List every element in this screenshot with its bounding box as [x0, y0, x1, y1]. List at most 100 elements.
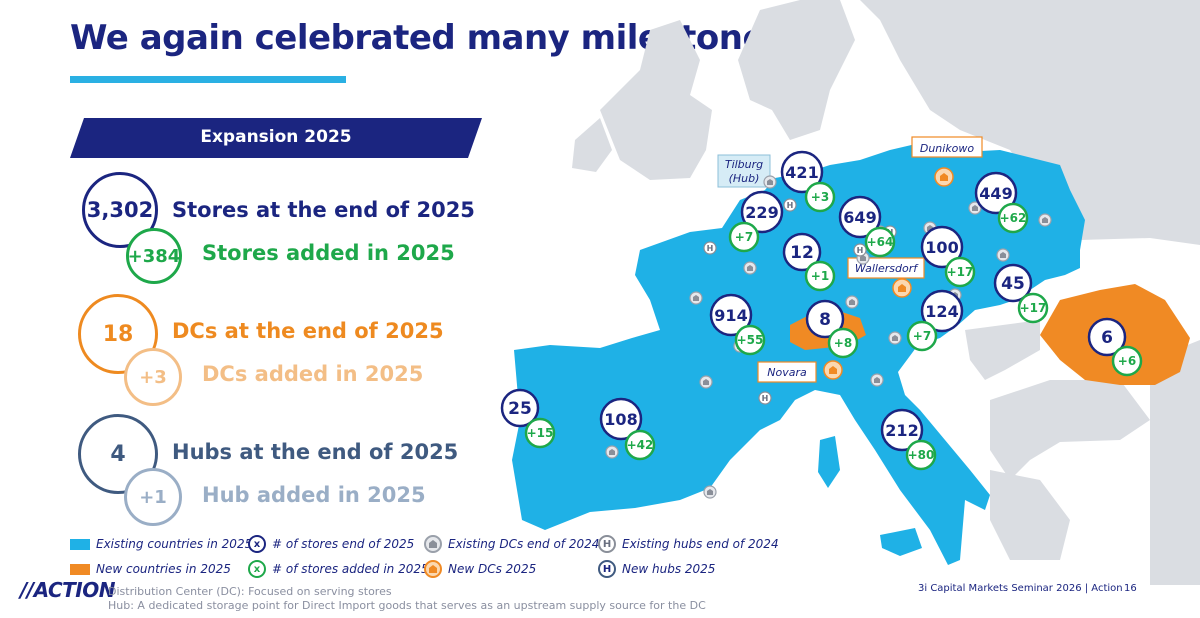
- stores-added-marker: +7: [728, 221, 760, 253]
- hubs-added-circle: +1: [124, 468, 182, 526]
- legend-added-symbol: x: [248, 560, 266, 578]
- legend-blue-swatch: [70, 538, 90, 550]
- existing-dc-icon: [845, 295, 859, 309]
- stores-added-label: +64: [867, 235, 894, 249]
- new-dc-icon: [823, 360, 843, 380]
- legend-stores-added: x # of stores added in 2025: [248, 560, 429, 578]
- base-land: [572, 0, 1200, 585]
- legend-existing-hubs: H Existing hubs end of 2024: [598, 535, 779, 553]
- stores-added-marker: +6: [1111, 345, 1143, 377]
- store-count-label: 229: [745, 203, 778, 222]
- store-count-label: 124: [925, 302, 958, 321]
- store-count-label: 100: [925, 238, 958, 257]
- stores-total-circle: 3,302: [82, 172, 158, 248]
- stores-added-marker: +62: [997, 202, 1029, 234]
- existing-dc-icon: [1038, 213, 1052, 227]
- page-number: 16: [1124, 583, 1137, 594]
- stores-added-label: +7: [735, 230, 753, 244]
- svg-text:Novara: Novara: [767, 366, 807, 379]
- stores-added-marker: +55: [734, 324, 766, 356]
- legend-new-dcs: New DCs 2025: [424, 560, 536, 578]
- tilburg-line1: Tilburg: [725, 158, 763, 171]
- legend-existing-countries: Existing countries in 2025: [70, 537, 252, 551]
- stores-added-label: +8: [834, 336, 852, 350]
- store-count-label: 25: [508, 399, 532, 419]
- existing-dc-icon: [870, 373, 884, 387]
- store-count-label: 421: [785, 163, 818, 182]
- store-count-label: 6: [1101, 328, 1113, 348]
- legend-existing-dcs-label: Existing DCs end of 2024: [448, 537, 600, 551]
- footer-event: 3i Capital Markets Seminar 2026 | Action: [918, 583, 1123, 594]
- existing-dc-icon: [743, 261, 757, 275]
- legend-new-dcs-label: New DCs 2025: [448, 562, 537, 576]
- existing-dc-icon: [703, 485, 717, 499]
- stores-added-marker: +1: [804, 260, 836, 292]
- place-label-tilburg: Tilburg (Hub): [717, 154, 771, 188]
- stores-added-label: +55: [737, 333, 764, 347]
- stores-added-marker: +8: [827, 327, 859, 359]
- tilburg-line2: (Hub): [729, 172, 760, 185]
- stores-added-label: +17: [947, 265, 974, 279]
- store-count-label: 649: [843, 208, 876, 227]
- warehouse-icon: [424, 535, 442, 553]
- stores-added-marker: +80: [905, 439, 937, 471]
- hubs-total-label: Hubs at the end of 2025: [172, 440, 459, 464]
- new-dc-icon: [892, 278, 912, 298]
- svg-text:Wallersdorf: Wallersdorf: [855, 262, 919, 275]
- footer-note-hub: Hub: A dedicated storage point for Direc…: [108, 599, 706, 612]
- store-count-label: 212: [885, 421, 918, 440]
- store-count-marker: 108: [599, 397, 643, 441]
- place-label-novara: Novara: [757, 361, 817, 383]
- stores-added-marker: +64: [864, 226, 896, 258]
- store-count-label: 108: [604, 410, 637, 429]
- svg-text:H: H: [787, 201, 794, 210]
- store-count-marker: 25: [500, 388, 540, 428]
- store-count-label: 45: [1001, 274, 1025, 294]
- stores-added-marker: +17: [1017, 292, 1049, 324]
- banner-label: Expansion 2025: [200, 127, 352, 147]
- existing-dc-icon: [888, 331, 902, 345]
- legend-existing-dcs: Existing DCs end of 2024: [424, 535, 599, 553]
- legend-orange-swatch: [70, 563, 90, 575]
- svg-text:H: H: [762, 394, 769, 403]
- stores-added-marker: +15: [524, 417, 556, 449]
- existing-dc-icon: [996, 248, 1010, 262]
- legend-new-countries-label: New countries in 2025: [96, 562, 231, 576]
- store-count-marker: 914: [709, 293, 753, 337]
- stores-added-value: +384: [127, 245, 181, 267]
- store-count-marker: 45: [993, 263, 1033, 303]
- existing-dc-icon: [763, 175, 777, 189]
- europe-map: Tilburg (Hub) Dunikowo Wallersdorf Novar…: [500, 0, 1200, 585]
- action-logo: //ACTION: [20, 578, 115, 602]
- stores-added-label: +42: [627, 438, 654, 452]
- expansion-banner: Expansion 2025: [70, 118, 482, 158]
- stores-added-circle: +384: [126, 228, 182, 284]
- banner-shape: [70, 118, 482, 158]
- hubs-total-circle: 4: [78, 414, 158, 494]
- store-count-marker: 421: [780, 150, 824, 194]
- store-count-marker: 100: [920, 225, 964, 269]
- store-count-marker: 12: [782, 232, 822, 272]
- store-count-label: 12: [790, 243, 814, 263]
- footer-note-dc: Distribution Center (DC): Focused on ser…: [108, 585, 392, 598]
- new-dc-icons: [823, 167, 954, 380]
- legend-new-countries: New countries in 2025: [70, 562, 231, 576]
- svg-text:H: H: [707, 244, 714, 253]
- stores-added-label: +7: [913, 329, 931, 343]
- hub-icon: H: [598, 535, 616, 553]
- existing-hub-icon: H: [758, 391, 772, 405]
- store-count-marker: 449: [974, 171, 1018, 215]
- stores-added-label: +80: [908, 448, 935, 462]
- stores-added-marker: +7: [906, 320, 938, 352]
- stores-added-label: +6: [1118, 354, 1136, 368]
- stores-added-label: Stores added in 2025: [202, 241, 455, 265]
- legend-existing-hubs-label: Existing hubs end of 2024: [622, 537, 779, 551]
- legend-stores-symbol: x: [248, 535, 266, 553]
- place-label-dunikowo: Dunikowo: [911, 136, 983, 158]
- svg-text:Dunikowo: Dunikowo: [920, 142, 975, 155]
- dcs-added-value: +3: [139, 366, 167, 388]
- dcs-total-label: DCs at the end of 2025: [172, 319, 444, 343]
- store-count-marker: 6: [1087, 317, 1127, 357]
- store-count-marker: 124: [920, 289, 964, 333]
- legend-stores-added-label: # of stores added in 2025: [272, 562, 429, 576]
